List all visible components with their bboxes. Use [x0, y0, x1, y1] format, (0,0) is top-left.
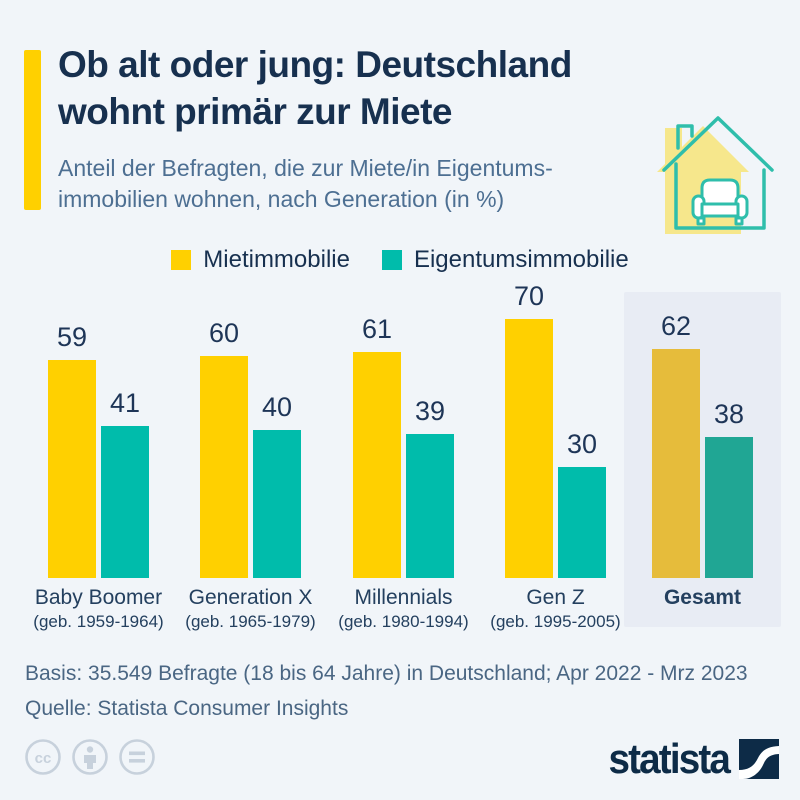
bar-eigentumsimmobilie [705, 437, 753, 578]
category-label: Baby Boomer [34, 586, 163, 609]
category-label: Millennials [354, 586, 453, 609]
bar-mietimmobilie [200, 356, 248, 578]
page-subtitle: Anteil der Befragten, die zur Miete/in E… [58, 153, 553, 215]
bar-group-baby-boomer: 59 41 Baby Boomer (geb. 1959-1964) [33, 285, 163, 635]
value-label: 62 [660, 311, 692, 341]
legend-swatch-eigentumsimmobilie [381, 250, 402, 270]
bar-mietimmobilie [652, 349, 700, 578]
bar-group-generation-x: 60 40 Generation X (geb. 1965-1979) [185, 285, 315, 635]
value-label: 41 [109, 388, 141, 418]
subtitle-line-1: Anteil der Befragten, die zur Miete/in E… [58, 155, 553, 181]
title-accent-bar [24, 50, 41, 210]
legend-item-eigentumsimmobilie: Eigentumsimmobilie [381, 246, 629, 274]
legend-label: Eigentumsimmobilie [413, 246, 629, 273]
bar-eigentumsimmobilie [406, 434, 454, 578]
svg-text:cc: cc [35, 750, 52, 767]
statista-wordmark: statista [608, 735, 730, 782]
title-line-2: wohnt primär zur Miete [58, 91, 452, 132]
value-label: 40 [261, 392, 293, 422]
statista-logo: statista [598, 735, 779, 783]
house-couch-icon [657, 116, 774, 234]
license-icons: cc [24, 738, 156, 776]
source-note: Quelle: Statista Consumer Insights [25, 697, 349, 720]
page-title: Ob alt oder jung: Deutschland wohnt prim… [58, 41, 572, 135]
bar-mietimmobilie [48, 360, 96, 578]
bar-group-gesamt: 62 38 Gesamt [652, 285, 753, 635]
bar-mietimmobilie [505, 319, 553, 578]
chart-legend: Mietimmobilie Eigentumsimmobilie [0, 246, 800, 274]
bar-group-millennials: 61 39 Millennials (geb. 1980-1994) [338, 285, 468, 635]
value-label: 30 [566, 429, 598, 459]
category-sublabel: (geb. 1980-1994) [338, 612, 469, 631]
attribution-person-icon [72, 739, 108, 775]
bar-eigentumsimmobilie [253, 430, 301, 578]
gesamt-highlight-panel [624, 292, 781, 627]
bar-mietimmobilie [353, 352, 401, 578]
bar-chart: 59 41 Baby Boomer (geb. 1959-1964) 60 40 Gener… [0, 281, 800, 635]
no-derivatives-equals-icon [119, 739, 155, 775]
value-label: 38 [713, 399, 745, 429]
bar-eigentumsimmobilie [101, 426, 149, 578]
footer-notes: Basis: 35.549 Befragte (18 bis 64 Jahre)… [25, 656, 748, 726]
legend-label: Mietimmobilie [203, 246, 350, 273]
value-label: 70 [513, 281, 545, 311]
bar-group-gen-z: 70 30 Gen Z (geb. 1995-2005) [490, 281, 620, 635]
category-label: Gen Z [526, 586, 585, 609]
subtitle-line-2: immobilien wohnen, nach Generation (in %… [58, 186, 505, 212]
category-label: Generation X [188, 586, 313, 609]
bar-eigentumsimmobilie [558, 467, 606, 578]
statista-swoosh-icon [739, 739, 779, 779]
title-line-1: Ob alt oder jung: Deutschland [58, 44, 572, 85]
category-sublabel: (geb. 1995-2005) [490, 612, 621, 631]
value-label: 39 [414, 396, 446, 426]
category-label: Gesamt [663, 586, 742, 609]
category-sublabel: (geb. 1965-1979) [185, 612, 316, 631]
value-label: 61 [361, 314, 393, 344]
category-sublabel: (geb. 1959-1964) [33, 612, 164, 631]
cc-icon: cc [25, 739, 61, 775]
legend-item-mietimmobilie: Mietimmobilie [171, 246, 350, 274]
basis-note: Basis: 35.549 Befragte (18 bis 64 Jahre)… [25, 662, 748, 685]
value-label: 59 [56, 322, 88, 352]
legend-swatch-mietimmobilie [171, 250, 192, 270]
value-label: 60 [208, 318, 240, 348]
